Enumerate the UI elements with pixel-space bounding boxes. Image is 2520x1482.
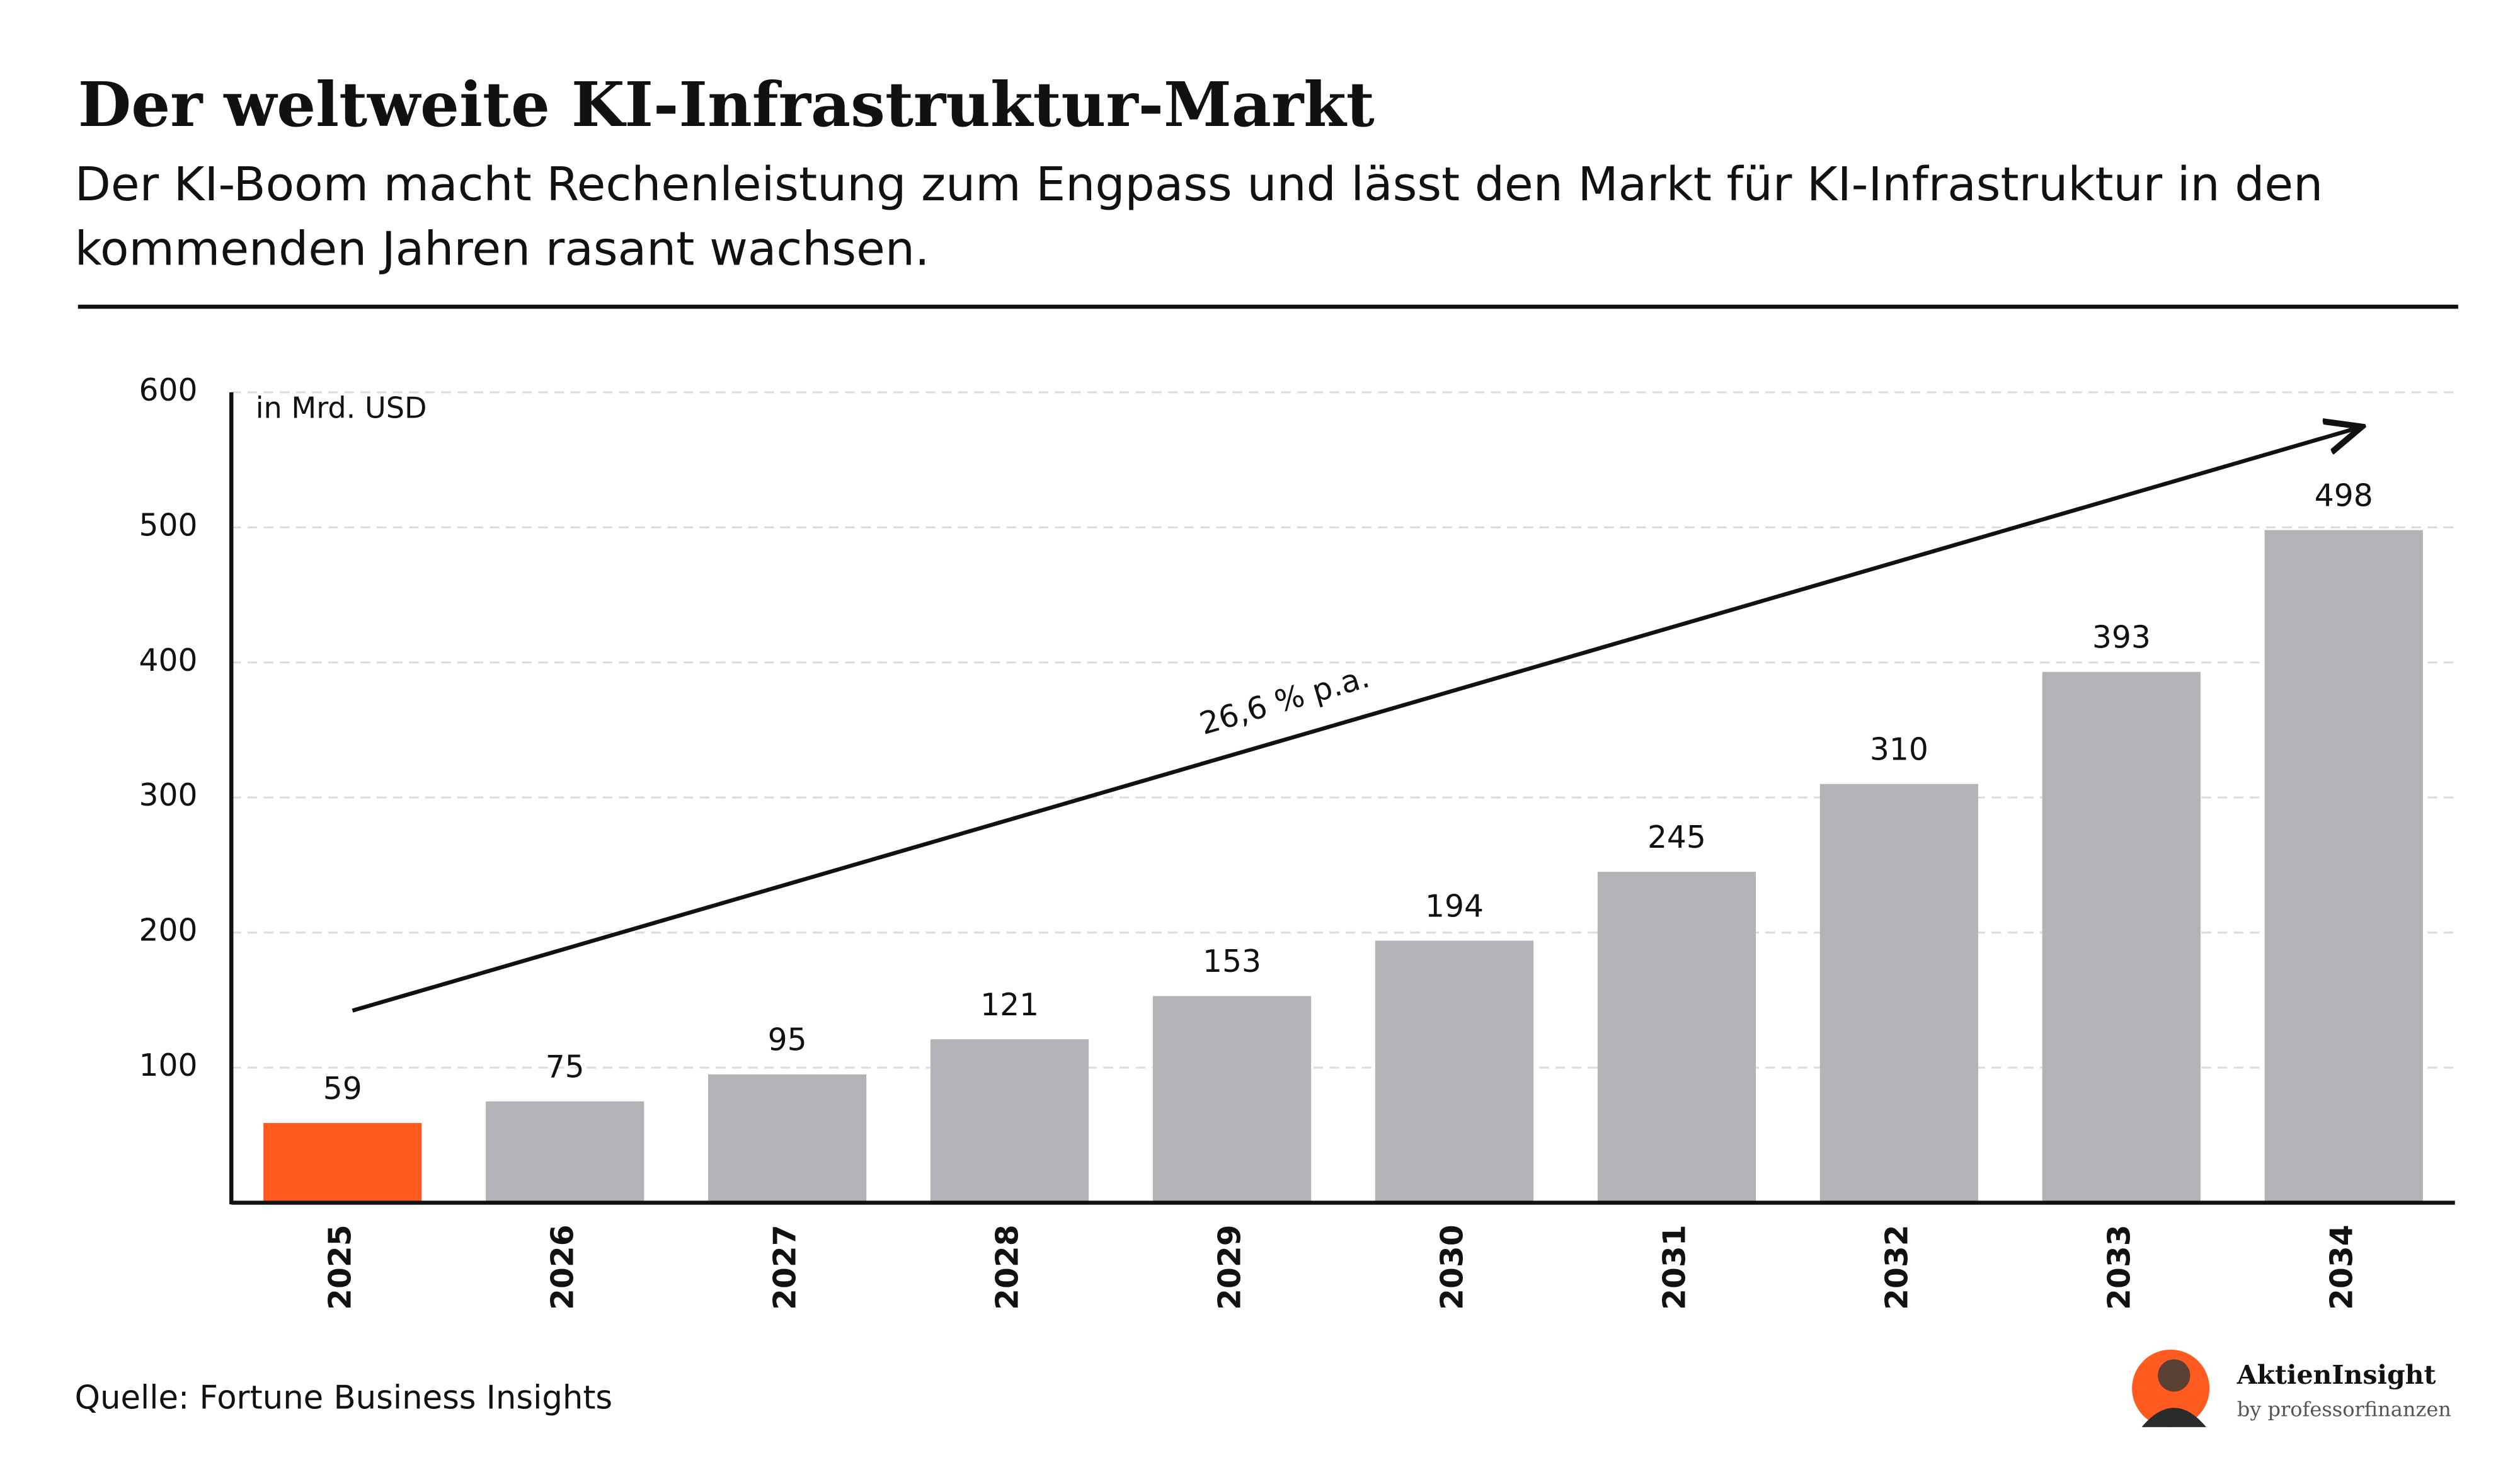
brand: AktienInsight	[2236, 1359, 2436, 1390]
y-tick-label: 300	[139, 778, 197, 813]
value-label: 95	[768, 1023, 807, 1058]
bar	[1819, 784, 1978, 1203]
y-tick-label: 500	[139, 508, 197, 543]
value-label: 59	[323, 1071, 362, 1107]
bar	[486, 1101, 644, 1203]
y-tick-label: 400	[139, 643, 197, 678]
x-tick-label: 2034	[2324, 1224, 2359, 1310]
chart-title: Der weltweite KI-Infrastruktur-Markt	[78, 69, 1375, 140]
logo-body	[2141, 1408, 2207, 1427]
x-tick-label: 2029	[1213, 1224, 1248, 1310]
chart-subtitle: Der KI-Boom macht Rechenleistung zum Eng…	[74, 156, 2323, 276]
bar	[1375, 940, 1534, 1203]
y-tick-label: 200	[139, 913, 197, 949]
subtitle-box: Der KI-Boom macht Rechenleistung zum Eng…	[74, 156, 2323, 276]
x-tick-label: 2032	[1879, 1224, 1915, 1310]
bar	[708, 1074, 867, 1203]
bar	[2042, 671, 2201, 1203]
value-label: 194	[1425, 889, 1484, 924]
y-tick-label: 600	[139, 373, 197, 408]
bar	[1152, 996, 1312, 1203]
value-label: 153	[1203, 944, 1261, 979]
bar	[263, 1123, 422, 1203]
x-tick-label: 2028	[990, 1224, 1026, 1310]
value-label: 245	[1647, 820, 1706, 855]
value-label: 75	[546, 1049, 585, 1085]
bar	[930, 1039, 1089, 1203]
x-tick-label: 2031	[1657, 1224, 1692, 1310]
value-label: 498	[2315, 478, 2373, 513]
bar	[1597, 872, 1756, 1203]
x-tick-label: 2025	[323, 1224, 358, 1310]
bar	[2264, 530, 2423, 1203]
trend-arrow	[352, 428, 2357, 1013]
y-axis-label: in Mrd. USD	[256, 391, 427, 425]
x-tick-label: 2033	[2102, 1224, 2137, 1310]
brand-sub: by professorfinanzen	[2237, 1398, 2451, 1422]
x-tick-label: 2026	[546, 1224, 581, 1310]
source: Quelle: Fortune Business Insights	[75, 1379, 613, 1416]
y-tick-label: 100	[139, 1048, 197, 1083]
x-tick-label: 2027	[768, 1224, 803, 1310]
value-label: 121	[980, 988, 1039, 1023]
logo-face	[2158, 1359, 2191, 1392]
value-label: 393	[2092, 620, 2151, 656]
x-tick-label: 2030	[1435, 1224, 1470, 1310]
value-label: 310	[1870, 732, 1928, 768]
plot: 100 200 300 400 500 600 59 2025 75 2026 95 2027 121 2…	[139, 373, 2455, 1310]
